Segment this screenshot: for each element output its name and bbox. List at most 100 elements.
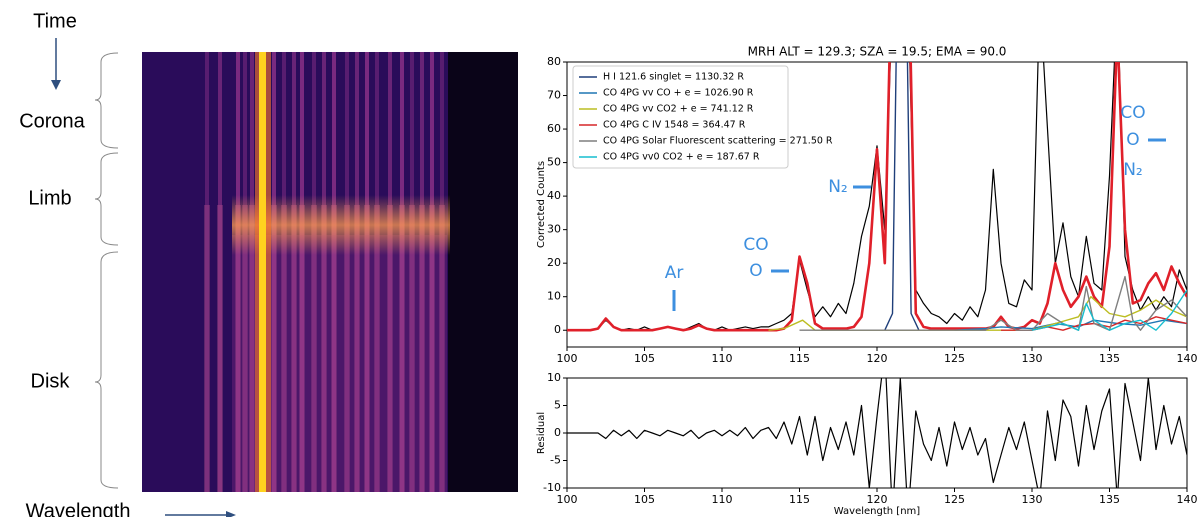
x-tick-label: 100 [557, 352, 578, 365]
spectral-stripe-lower [299, 205, 305, 492]
series-line [884, 62, 920, 331]
spectral-stripe [365, 52, 369, 492]
spectral-stripe-lower [331, 205, 337, 492]
annotation: O [1126, 130, 1139, 150]
spectral-stripe-lower [291, 205, 297, 492]
spectrogram-dark-region [448, 52, 518, 492]
spectral-stripe-lower [204, 205, 210, 492]
series-line [567, 62, 1187, 332]
limb-label: Limb [28, 187, 71, 209]
y-tick-label: 0 [554, 323, 561, 336]
y-tick-label: 10 [547, 290, 561, 303]
x-tick-label: 115 [789, 493, 810, 506]
y-tick-label: 50 [547, 156, 561, 169]
spectral-stripe [300, 52, 304, 492]
spectral-stripe [236, 52, 240, 492]
annotation: Ar [665, 263, 684, 283]
spectral-stripe-lower [249, 205, 255, 492]
spectral-stripe-lower [321, 205, 327, 492]
y-tick-label: 70 [547, 89, 561, 102]
spectral-stripe [332, 52, 336, 492]
x-tick-label: 110 [712, 493, 733, 506]
series-line [799, 275, 1187, 331]
y-tick-label: 60 [547, 122, 561, 135]
spectral-stripe-lower [374, 205, 380, 492]
x-tick-label: 135 [1099, 493, 1120, 506]
spectral-stripe-lower [344, 205, 350, 492]
lyman-alpha-line [259, 52, 266, 492]
spectral-stripe [375, 52, 379, 492]
spectral-stripe-lower [271, 205, 277, 492]
legend-label: CO 4PG vv0 CO2 + e = 187.67 R [603, 152, 760, 163]
spectral-stripe-lower [409, 205, 415, 492]
spectral-stripe [205, 52, 209, 492]
spectral-stripe-lower [429, 205, 435, 492]
bracket [94, 52, 119, 149]
x-tick-label: 140 [1177, 493, 1198, 506]
spectral-stripe [272, 52, 276, 492]
y-tick-label: 10 [547, 371, 561, 384]
spectral-stripe-lower [399, 205, 405, 492]
corona-label: Corona [19, 110, 85, 132]
legend-label: CO 4PG vv CO2 + e = 741.12 R [603, 104, 754, 115]
spectral-stripe [243, 52, 247, 492]
plot-area [567, 62, 1187, 332]
spectral-stripe-lower [439, 205, 445, 492]
x-tick-label: 130 [1022, 352, 1043, 365]
wavelength-label: Wavelength [26, 500, 131, 517]
y-axis-label: Residual [536, 412, 547, 454]
spectral-stripe [420, 52, 424, 492]
spectral-stripe [345, 52, 349, 492]
y-tick-label: -10 [543, 481, 561, 494]
spectral-stripe-lower [281, 205, 287, 492]
legend-label: CO 4PG Solar Fluorescent scattering = 27… [603, 136, 833, 147]
bracket [94, 152, 119, 246]
plot-frame [566, 377, 1188, 489]
x-tick-label: 125 [944, 493, 965, 506]
x-tick-label: 115 [789, 352, 810, 365]
spectral-stripe-lower [387, 205, 393, 492]
spectral-stripe-lower [235, 205, 241, 492]
annotation: CO [743, 235, 768, 255]
spectral-stripe [388, 52, 392, 492]
chart-title: MRH ALT = 129.3; SZA = 19.5; EMA = 90.0 [748, 45, 1007, 59]
spectral-stripe [355, 52, 359, 492]
x-tick-label: 120 [867, 352, 888, 365]
spectral-stripe [282, 52, 286, 492]
spectral-stripe [250, 52, 254, 492]
x-tick-label: 110 [712, 352, 733, 365]
spectral-stripe [430, 52, 434, 492]
spectral-stripe [322, 52, 326, 492]
spectral-stripe-lower [311, 205, 317, 492]
x-tick-label: 130 [1022, 493, 1043, 506]
spectral-stripe [440, 52, 444, 492]
x-tick-label: 120 [867, 493, 888, 506]
annotation: N₂ [1123, 160, 1143, 180]
x-tick-label: 140 [1177, 352, 1198, 365]
spectral-stripe [410, 52, 414, 492]
annotation: N₂ [828, 177, 848, 197]
y-tick-label: -5 [550, 454, 561, 467]
x-axis-label: Wavelength [nm] [834, 506, 920, 517]
time-arrowhead [51, 80, 61, 90]
y-tick-label: 20 [547, 256, 561, 269]
spectrogram [142, 52, 518, 492]
spectral-stripe-lower [242, 205, 248, 492]
spectral-stripe [292, 52, 296, 492]
legend-label: CO 4PG vv CO + e = 1026.90 R [603, 88, 754, 99]
x-tick-label: 135 [1099, 352, 1120, 365]
plot-area [567, 378, 1187, 488]
annotation: CO [1120, 103, 1145, 123]
spectral-stripe-lower [217, 205, 223, 492]
series-line [1031, 289, 1187, 331]
spectral-stripe-lower [419, 205, 425, 492]
bracket [94, 251, 119, 489]
y-tick-label: 40 [547, 189, 561, 202]
y-tick-label: 80 [547, 55, 561, 68]
legend-label: CO 4PG C IV 1548 = 364.47 R [603, 120, 746, 131]
time-label: Time [33, 10, 77, 32]
spectral-stripe [218, 52, 222, 492]
x-tick-label: 100 [557, 493, 578, 506]
disk-label: Disk [31, 370, 71, 392]
